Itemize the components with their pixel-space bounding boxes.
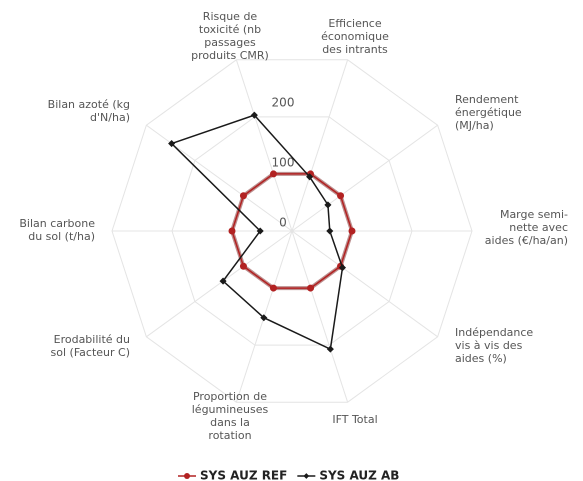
point [269,284,277,292]
point [324,201,332,209]
spoke [291,59,349,232]
spoke [291,230,438,338]
category-label: Bilan carbone du sol (t/ha) [19,217,95,243]
point [239,192,247,200]
category-label: Erodabilité du sol (Facteur C) [50,333,130,359]
point [250,111,258,119]
point [337,192,345,200]
spoke [291,230,349,403]
series-line [170,114,344,351]
category-label: IFT Total [332,413,378,426]
category-label: Proportion de légumineuses dans la rotat… [191,390,269,442]
point [219,277,227,285]
legend-label: SYS AUZ AB [319,469,399,481]
category-label: Marge semi- nette avec aides (€/ha/an) [484,208,568,247]
r-tick-label: 100 [272,156,295,170]
point [239,262,247,270]
point [307,284,315,292]
point [269,170,277,178]
spoke [146,230,293,338]
spoke [235,59,293,232]
point [326,345,334,353]
point [306,173,314,181]
category-label: Risque de toxicité (nb passages produits… [191,10,269,62]
category-label: Efficience économique des intrants [321,17,389,56]
point [348,227,356,235]
point [338,264,347,272]
point [168,140,176,148]
grid-ring [171,116,413,346]
category-label: Indépendance vis à vis des aides (%) [455,326,534,365]
r-tick-label: 200 [272,96,295,110]
point [260,314,268,322]
point [228,227,236,235]
legend-marker [184,473,190,479]
r-tick-label: 0 [279,216,287,230]
legend-label: SYS AUZ REF [200,469,287,481]
category-label: Rendement énergétique (MJ/ha) [455,93,522,132]
legend-marker [303,473,310,479]
category-label: Bilan azoté (kg d'N/ha) [47,98,130,124]
point [326,227,334,235]
spoke [291,124,438,232]
point [256,227,264,235]
